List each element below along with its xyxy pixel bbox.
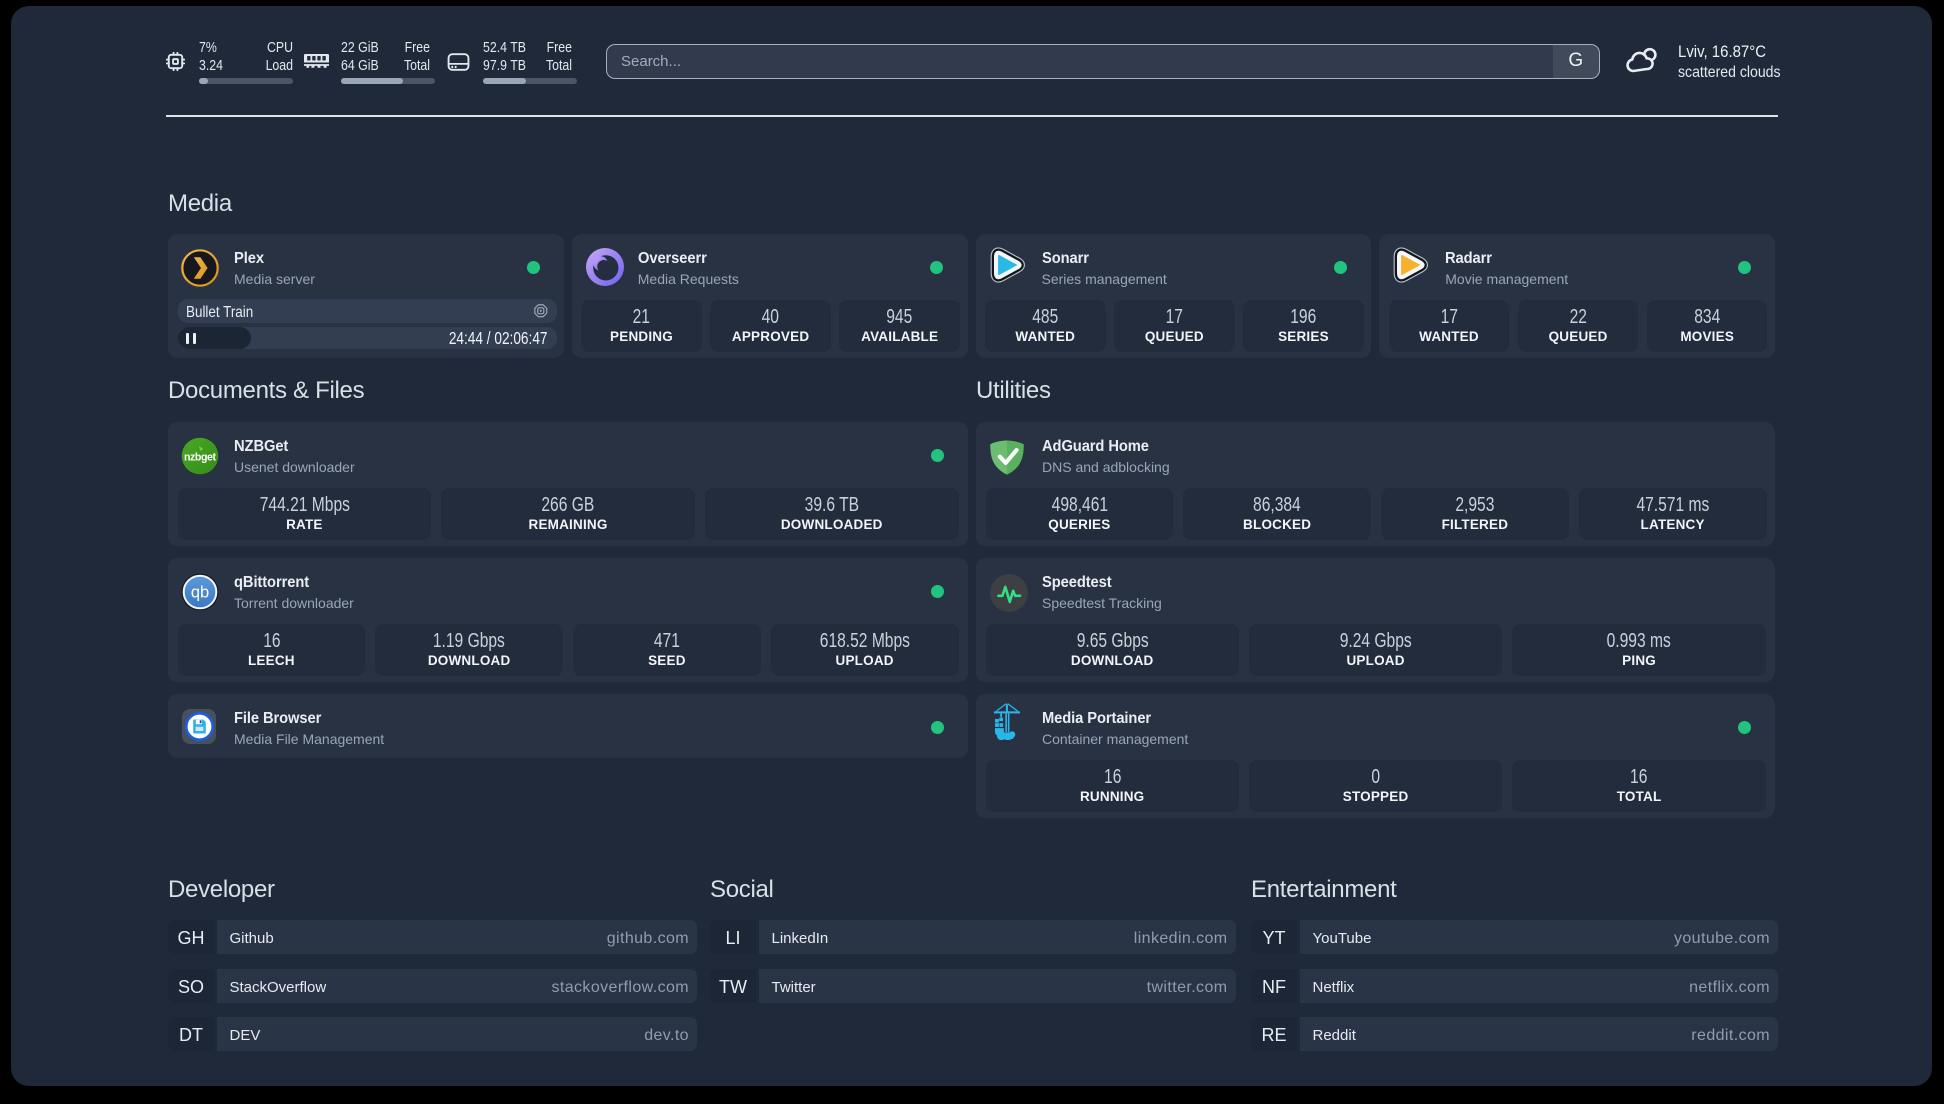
svg-text:qb: qb: [191, 584, 209, 602]
svg-text:nzbget: nzbget: [184, 451, 216, 463]
